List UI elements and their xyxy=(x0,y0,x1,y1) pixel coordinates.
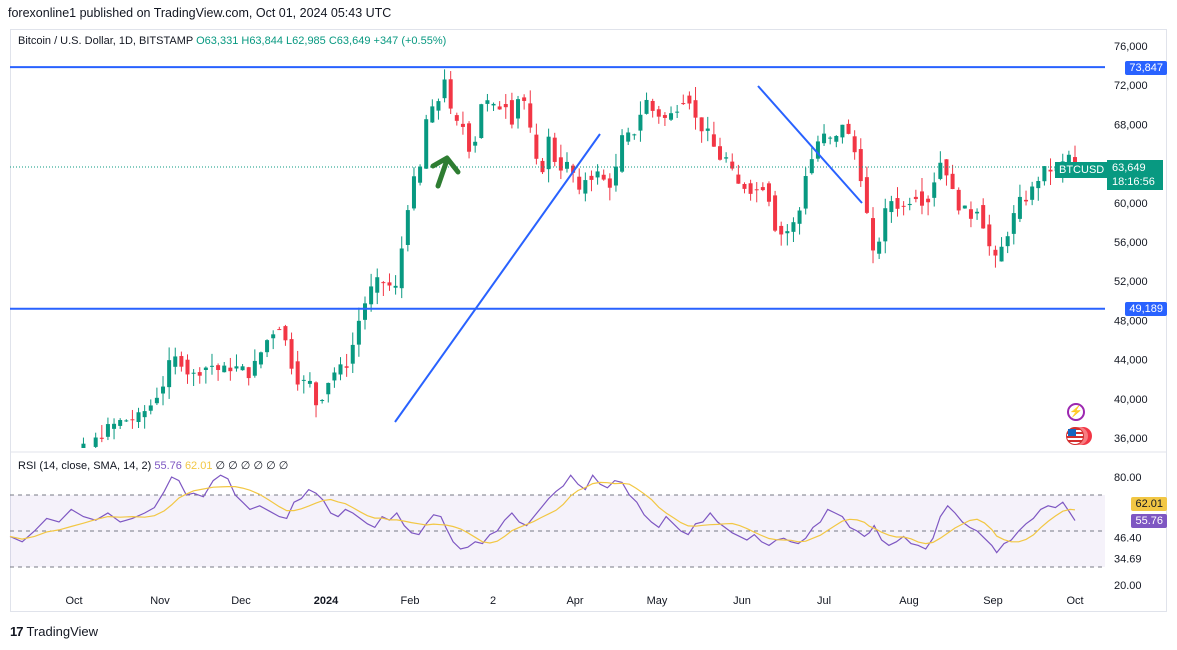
ohlc-close: C63,649 xyxy=(328,35,371,47)
rsi-sma-value-label: 62.01 xyxy=(184,460,213,472)
ohlc-change: +347 (+0.55%) xyxy=(373,35,447,47)
rsi-value-tag: 55.76 xyxy=(1131,514,1167,528)
support-price-tag: 49,189 xyxy=(1125,302,1167,316)
current-price-tag: 63,649 18:16:56 xyxy=(1107,160,1163,190)
tradingview-footer[interactable]: 17 TradingView xyxy=(10,624,98,639)
tradingview-logo-icon: 17 xyxy=(10,624,24,639)
rsi-legend[interactable]: RSI (14, close, SMA, 14, 2) 55.76 62.01 … xyxy=(18,459,288,472)
chart-frame xyxy=(10,29,1167,612)
tradingview-brand: TradingView xyxy=(26,624,99,639)
symbol-title: Bitcoin / U.S. Dollar, 1D, BITSTAMP xyxy=(18,35,194,47)
ohlc-high: H63,844 xyxy=(241,35,283,47)
publisher-line: forexonline1 published on TradingView.co… xyxy=(8,6,392,20)
rsi-label: RSI (14, close, SMA, 14, 2) xyxy=(18,460,152,472)
resistance-price-tag: 73,847 xyxy=(1125,61,1167,75)
symbol-legend[interactable]: Bitcoin / U.S. Dollar, 1D, BITSTAMP O63,… xyxy=(18,35,446,47)
bar-countdown: 18:16:56 xyxy=(1112,176,1155,188)
current-price: 63,649 xyxy=(1112,162,1146,174)
alert-icon[interactable]: ⚡ xyxy=(1067,403,1085,421)
current-symbol: BTCUSD xyxy=(1059,164,1105,176)
rsi-empty-values: ∅ ∅ ∅ ∅ ∅ ∅ xyxy=(215,460,289,472)
rsi-value-label: 55.76 xyxy=(154,460,182,472)
current-symbol-tag: BTCUSD xyxy=(1055,162,1109,178)
rsi-sma-tag: 62.01 xyxy=(1131,497,1167,511)
ohlc-low: L62,985 xyxy=(286,35,326,47)
us-flag-events-icon[interactable] xyxy=(1066,427,1092,445)
ohlc-open: O63,331 xyxy=(196,35,239,47)
